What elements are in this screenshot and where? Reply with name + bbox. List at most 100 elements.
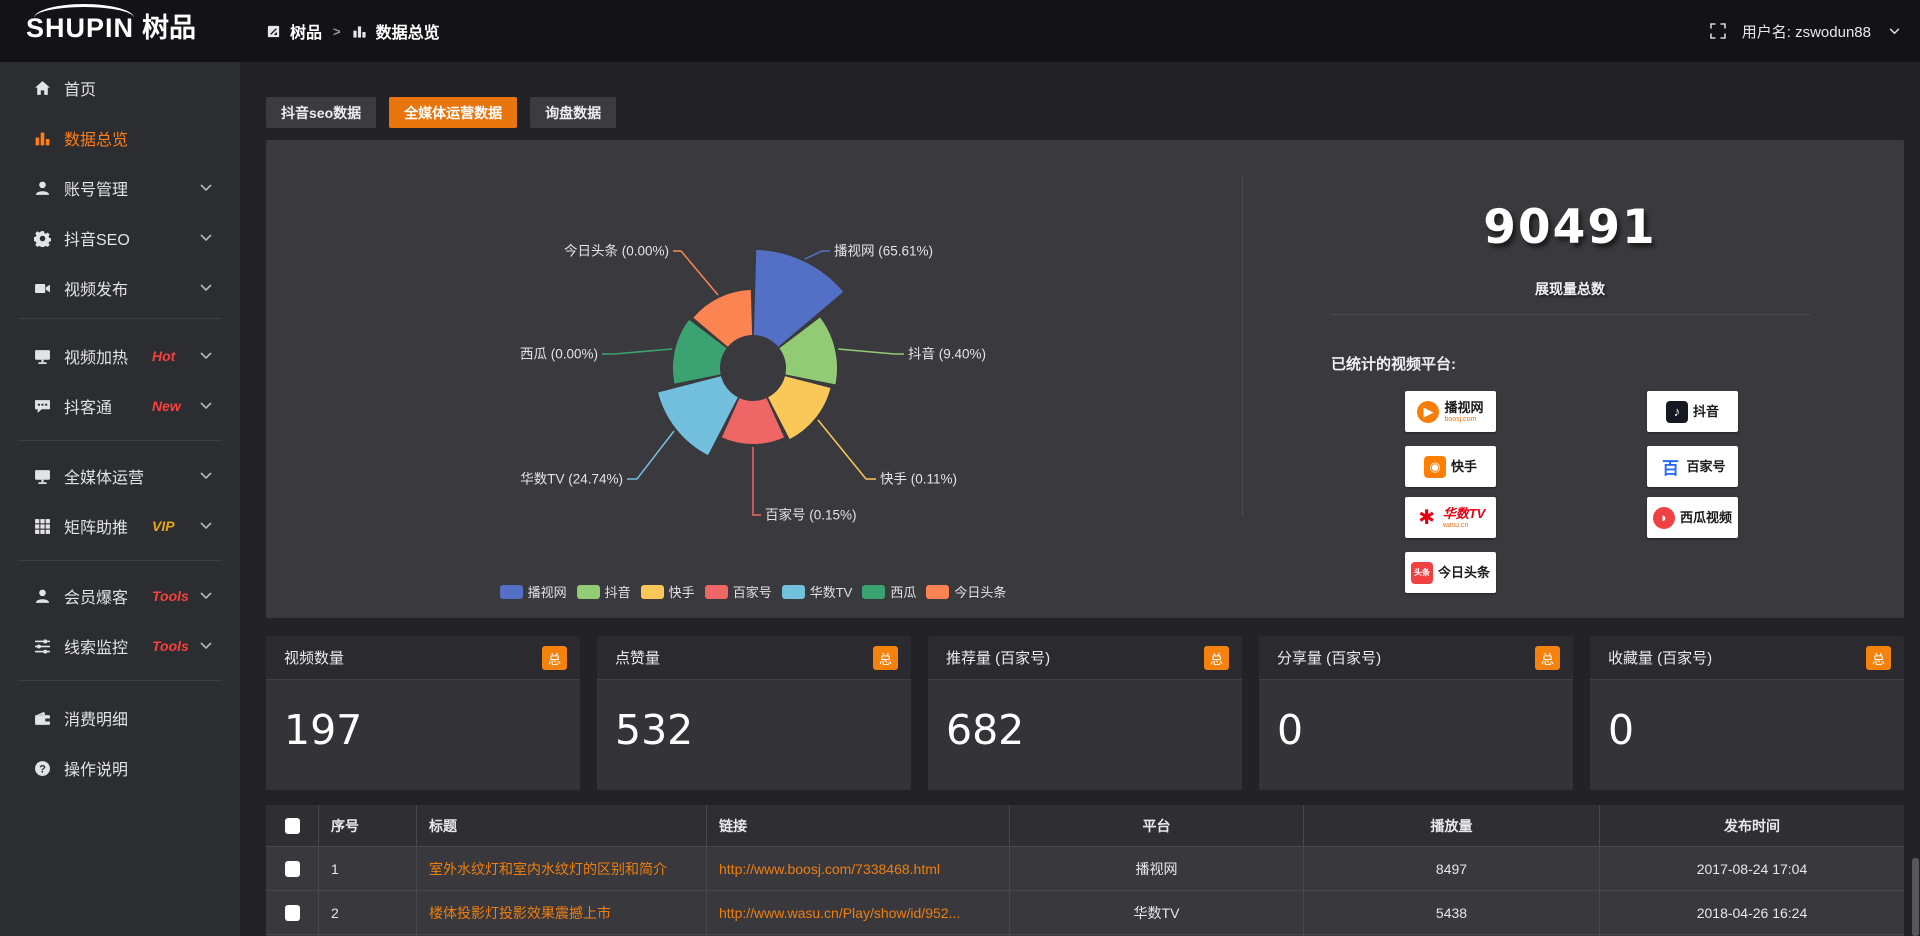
pie-slice-抖音[interactable]: [779, 317, 838, 385]
sidebar-item-chart[interactable]: 数据总览: [0, 118, 240, 158]
stat-card-header: 推荐量 (百家号) 总: [928, 636, 1242, 680]
sidebar-item-person[interactable]: 会员爆客 Tools: [0, 576, 240, 616]
platform-badge-xigua: ◗ 西瓜视频: [1647, 497, 1738, 538]
total-badge: 总: [1204, 646, 1229, 670]
scrollbar-thumb[interactable]: [1912, 858, 1919, 936]
sidebar-item-question[interactable]: ? 操作说明: [0, 748, 240, 788]
sidebar-item-monitor[interactable]: 全媒体运营: [0, 456, 240, 496]
platform-badge-name: 今日头条: [1437, 565, 1490, 580]
person-icon: [34, 588, 51, 605]
breadcrumb-root[interactable]: 树品: [290, 25, 323, 42]
tab-douyin-seo-data[interactable]: 抖音seo数据: [266, 97, 377, 128]
chevron-down-icon: [200, 592, 212, 600]
platform-badge-name: 播视网: [1444, 399, 1484, 415]
sidebar-item-sliders[interactable]: 线索监控 Tools: [0, 626, 240, 666]
panel-vertical-divider: [1242, 176, 1243, 516]
pie-label-line: [627, 430, 675, 480]
tab-inquiry-data[interactable]: 询盘数据: [530, 97, 617, 128]
pie-label-line: [804, 250, 830, 260]
legend-item-播视网[interactable]: 播视网: [499, 582, 567, 601]
stat-card-value: 0: [1277, 706, 1304, 754]
legend-item-抖音[interactable]: 抖音: [576, 582, 631, 601]
xigua-logo-icon: ◗: [1652, 506, 1675, 529]
stat-card-header: 分享量 (百家号) 总: [1259, 636, 1573, 680]
table-header-2: 链接: [707, 805, 1010, 846]
stat-card-2: 推荐量 (百家号) 总 682: [928, 636, 1242, 790]
pie-slice-百家号[interactable]: [721, 398, 785, 445]
platform-badge-name: 西瓜视频: [1679, 510, 1732, 525]
legend-label: 播视网: [527, 585, 567, 600]
legend-color-chip: [499, 584, 523, 599]
pie-label-line: [752, 447, 761, 516]
user-name[interactable]: 用户名: zswodun88: [1741, 23, 1871, 41]
row-title-link[interactable]: 楼体投影灯投影效果震撼上市: [417, 891, 707, 934]
rose-pie-chart: 播视网 (65.61%) 抖音 (9.40%) 快手 (0.11%) 百家号 (0.1…: [520, 243, 986, 523]
tab-omnimedia-data[interactable]: 全媒体运营数据: [389, 97, 518, 128]
sidebar-item-chat[interactable]: 抖客通 New: [0, 386, 240, 426]
pie-slice-快手[interactable]: [768, 376, 831, 440]
logo-arc-decoration: [34, 4, 134, 18]
gear-icon: [34, 230, 51, 247]
legend-item-快手[interactable]: 快手: [640, 582, 695, 601]
pie-slice-label: 快手 (0.11%): [880, 472, 957, 487]
pie-slice-label: 抖音 (9.40%): [908, 346, 986, 362]
table-row: 2 楼体投影灯投影效果震撼上市 http://www.wasu.cn/Play/sh…: [266, 891, 1904, 935]
legend-item-百家号[interactable]: 百家号: [704, 582, 772, 601]
pie-slice-label: 百家号 (0.15%): [765, 507, 857, 523]
video-icon: [34, 280, 51, 297]
pie-label-line: [817, 419, 876, 480]
legend-label: 华数TV: [809, 585, 853, 600]
sidebar-item-user[interactable]: 账号管理: [0, 168, 240, 208]
platform-badge-toutiao: 头条 今日头条: [1405, 552, 1496, 593]
user-chevron-down-icon[interactable]: [1889, 27, 1900, 35]
stat-card-value: 532: [615, 706, 694, 754]
legend-item-华数TV[interactable]: 华数TV: [781, 582, 853, 601]
legend-item-西瓜[interactable]: 西瓜: [862, 582, 916, 601]
row-checkbox[interactable]: [284, 904, 300, 921]
sidebar-item-label: 消费明细: [64, 712, 129, 729]
grid-icon: [34, 518, 51, 535]
page-scrollbar[interactable]: [1911, 62, 1919, 936]
sidebar-item-wallet[interactable]: 消费明细: [0, 698, 240, 738]
row-url-link[interactable]: http://www.wasu.cn/Play/show/id/952...: [707, 891, 1010, 934]
legend-item-今日头条[interactable]: 今日头条: [926, 582, 1006, 601]
wasu-logo-icon: ✱: [1415, 506, 1438, 529]
legend-color-chip: [781, 584, 805, 599]
stat-card-label: 收藏量 (百家号): [1608, 650, 1713, 667]
sidebar-item-tag: New: [152, 398, 181, 414]
select-all-checkbox[interactable]: [284, 817, 300, 834]
pie-slice-西瓜[interactable]: [672, 319, 727, 384]
legend-color-chip: [926, 584, 950, 599]
stat-card-header: 视频数量 总: [266, 636, 580, 680]
fullscreen-icon[interactable]: [1709, 23, 1726, 39]
sidebar-item-screen[interactable]: 视频加热 Hot: [0, 336, 240, 376]
chevron-down-icon: [200, 184, 212, 192]
pie-slice-今日头条[interactable]: [693, 290, 753, 347]
sidebar-item-gear[interactable]: 抖音SEO: [0, 218, 240, 258]
pie-slice-label: 西瓜 (0.00%): [520, 347, 598, 362]
breadcrumb: 树品 > 数据总览: [266, 0, 440, 62]
sidebar-item-label: 操作说明: [64, 762, 129, 779]
platform-badge-kuaishou: ◉ 快手: [1405, 446, 1496, 487]
legend-label: 快手: [668, 585, 695, 600]
sidebar-item-home[interactable]: 首页: [0, 68, 240, 108]
row-title-link[interactable]: 室外水纹灯和室内水纹灯的区别和简介: [417, 847, 707, 890]
pie-slice-华数TV[interactable]: [658, 376, 738, 456]
sidebar-divider: [18, 318, 222, 319]
row-platform: 华数TV: [1010, 891, 1304, 934]
breadcrumb-separator: >: [333, 23, 341, 39]
user-icon: [34, 180, 51, 197]
platform-badge-sub: wasu.cn: [1442, 521, 1469, 529]
pie-slice-播视网[interactable]: [753, 250, 844, 347]
pie-label-line: [673, 250, 719, 296]
sidebar-item-video[interactable]: 视频发布: [0, 268, 240, 308]
sidebar-item-grid[interactable]: 矩阵助推 VIP: [0, 506, 240, 546]
sidebar-item-tag: Hot: [152, 348, 176, 364]
row-checkbox[interactable]: [284, 860, 300, 877]
douyin-logo-icon: ♪: [1665, 400, 1688, 423]
sidebar-item-label: 抖客通: [64, 400, 113, 417]
row-url-link[interactable]: http://www.boosj.com/7338468.html: [707, 847, 1010, 890]
sidebar-item-label: 会员爆客: [64, 590, 129, 607]
table-header-0: 序号: [319, 805, 417, 846]
breadcrumb-current[interactable]: 数据总览: [375, 25, 440, 42]
